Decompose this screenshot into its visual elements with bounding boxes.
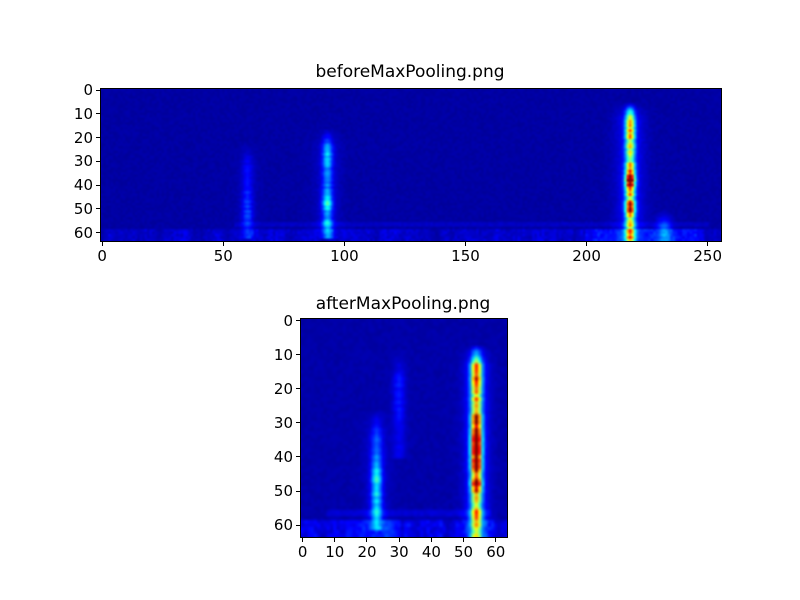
y-tick-label: 0 bbox=[283, 311, 293, 330]
y-tick-mark bbox=[296, 388, 300, 390]
x-tick-mark bbox=[302, 538, 304, 542]
x-tick-mark bbox=[707, 242, 709, 246]
x-tick-label: 50 bbox=[213, 247, 233, 265]
y-tick-mark bbox=[96, 89, 100, 91]
y-tick-mark bbox=[96, 184, 100, 186]
x-tick-mark bbox=[430, 538, 432, 542]
heatmap-image-after-maxpooling bbox=[301, 319, 507, 537]
x-tick-mark bbox=[586, 242, 588, 246]
y-tick-label: 0 bbox=[83, 81, 93, 100]
y-tick-mark bbox=[296, 354, 300, 356]
y-tick-mark bbox=[96, 137, 100, 139]
y-tick-label: 40 bbox=[273, 447, 293, 466]
x-tick-label: 250 bbox=[693, 247, 722, 265]
plot-title-after-maxpooling: afterMaxPooling.png bbox=[315, 294, 491, 314]
y-tick-label: 30 bbox=[273, 413, 293, 432]
y-tick-mark bbox=[96, 208, 100, 210]
y-tick-label: 10 bbox=[73, 104, 93, 123]
y-tick-label: 30 bbox=[73, 152, 93, 171]
x-tick-mark bbox=[464, 242, 466, 246]
x-tick-label: 150 bbox=[451, 247, 480, 265]
x-tick-label: 0 bbox=[97, 247, 107, 265]
y-tick-mark bbox=[296, 456, 300, 458]
y-tick-mark bbox=[96, 113, 100, 115]
y-tick-label: 50 bbox=[73, 199, 93, 218]
x-tick-label: 50 bbox=[454, 543, 474, 561]
x-tick-mark bbox=[334, 538, 336, 542]
x-tick-label: 60 bbox=[486, 543, 506, 561]
plot-title-before-maxpooling: beforeMaxPooling.png bbox=[315, 62, 505, 82]
x-tick-label: 40 bbox=[421, 543, 441, 561]
x-tick-mark bbox=[101, 242, 103, 246]
x-tick-label: 20 bbox=[357, 543, 377, 561]
axes-after-maxpooling: 0 10 20 30 40 50 60 0 10 20 30 40 50 60 bbox=[274, 313, 508, 560]
y-tick-mark bbox=[296, 490, 300, 492]
y-tick-label: 60 bbox=[73, 223, 93, 242]
y-tick-label: 40 bbox=[73, 176, 93, 195]
y-tick-mark bbox=[96, 160, 100, 162]
y-tick-label: 10 bbox=[273, 345, 293, 364]
x-tick-mark bbox=[463, 538, 465, 542]
x-tick-label: 100 bbox=[330, 247, 359, 265]
y-tick-label: 20 bbox=[73, 128, 93, 147]
y-tick-mark bbox=[96, 232, 100, 234]
y-tick-label: 60 bbox=[273, 516, 293, 535]
x-tick-label: 0 bbox=[297, 543, 308, 561]
y-tick-mark bbox=[296, 320, 300, 322]
x-tick-mark bbox=[343, 242, 345, 246]
y-tick-label: 50 bbox=[273, 482, 293, 501]
y-tick-label: 20 bbox=[273, 379, 293, 398]
y-tick-mark bbox=[296, 422, 300, 424]
x-tick-label: 30 bbox=[389, 543, 409, 561]
axes-before-maxpooling: 0 50 100 150 200 250 0 10 20 30 40 50 60 bbox=[74, 82, 722, 264]
x-tick-label: 10 bbox=[325, 543, 345, 561]
x-tick-mark bbox=[366, 538, 368, 542]
x-tick-mark bbox=[222, 242, 224, 246]
y-tick-mark bbox=[296, 524, 300, 526]
x-tick-mark bbox=[398, 538, 400, 542]
x-tick-mark bbox=[495, 538, 497, 542]
x-tick-label: 200 bbox=[572, 247, 601, 265]
heatmap-image-before-maxpooling bbox=[101, 89, 721, 241]
